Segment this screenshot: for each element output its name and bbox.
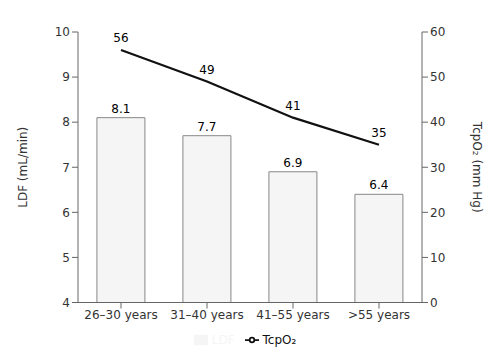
svg-text:7.7: 7.7 <box>197 120 216 134</box>
svg-text:8: 8 <box>62 115 70 129</box>
svg-text:56: 56 <box>113 31 128 45</box>
html-text:TcpO₂: TcpO₂ <box>262 332 297 347</box>
svg-text:8.1: 8.1 <box>111 102 130 116</box>
svg-text:10: 10 <box>55 25 70 39</box>
svg-text:49: 49 <box>199 63 214 77</box>
svg-text:26–30 years: 26–30 years <box>84 308 157 322</box>
svg-text:TcpO₂ (mm Hg): TcpO₂ (mm Hg) <box>470 121 484 213</box>
svg-text:50: 50 <box>430 70 445 84</box>
svg-text:5: 5 <box>62 251 70 265</box>
svg-text:20: 20 <box>430 206 445 220</box>
svg-text:40: 40 <box>430 115 445 129</box>
svg-text:30: 30 <box>430 161 445 175</box>
svg-text:6.9: 6.9 <box>283 156 302 170</box>
svg-text:60: 60 <box>430 25 445 39</box>
svg-text:>55 years: >55 years <box>348 308 410 322</box>
svg-text:41–55 years: 41–55 years <box>256 308 329 322</box>
svg-text:35: 35 <box>371 126 386 140</box>
svg-text:6.4: 6.4 <box>369 178 388 192</box>
svg-text:LDF (mL/min): LDF (mL/min) <box>16 127 30 208</box>
svg-text:0: 0 <box>430 296 438 310</box>
svg-text:4: 4 <box>62 296 70 310</box>
svg-text:9: 9 <box>62 70 70 84</box>
svg-text:7: 7 <box>62 161 70 175</box>
html-text:LDF: LDF <box>211 332 235 347</box>
svg-text:31–40 years: 31–40 years <box>170 308 243 322</box>
svg-text:6: 6 <box>62 206 70 220</box>
svg-text:41: 41 <box>285 99 300 113</box>
svg-text:10: 10 <box>430 251 445 265</box>
